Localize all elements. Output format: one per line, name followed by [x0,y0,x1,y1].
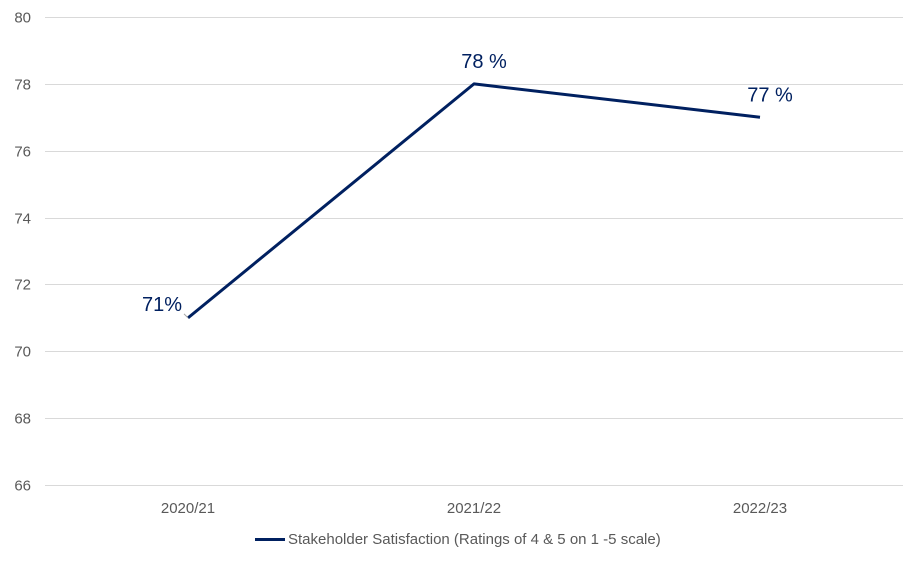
legend: Stakeholder Satisfaction (Ratings of 4 &… [255,531,661,548]
leader-line [183,313,189,319]
x-axis-ticks: 2020/21 2021/22 2022/23 [161,500,787,517]
y-tick-label: 68 [14,411,31,428]
y-tick-label: 78 [14,77,31,94]
y-tick-label: 76 [14,144,31,161]
data-label: 78 % [461,51,507,73]
y-tick-label: 80 [14,10,31,27]
series-stakeholder-satisfaction [187,82,761,320]
data-labels: 71% 78 % 77 % [142,51,793,319]
y-tick-label: 66 [14,478,31,495]
data-label: 77 % [747,84,793,106]
legend-label: Stakeholder Satisfaction (Ratings of 4 &… [288,531,661,548]
data-label: 71% [142,294,182,316]
y-axis-ticks: 66 68 70 72 74 76 78 80 [14,10,31,495]
x-tick-label: 2022/23 [733,500,787,517]
y-tick-label: 72 [14,277,31,294]
x-tick-label: 2020/21 [161,500,215,517]
y-tick-label: 70 [14,344,31,361]
y-tick-label: 74 [14,211,31,228]
gridlines [45,17,903,486]
legend-line-swatch [255,538,285,541]
x-tick-label: 2021/22 [447,500,501,517]
series-line [187,82,761,320]
